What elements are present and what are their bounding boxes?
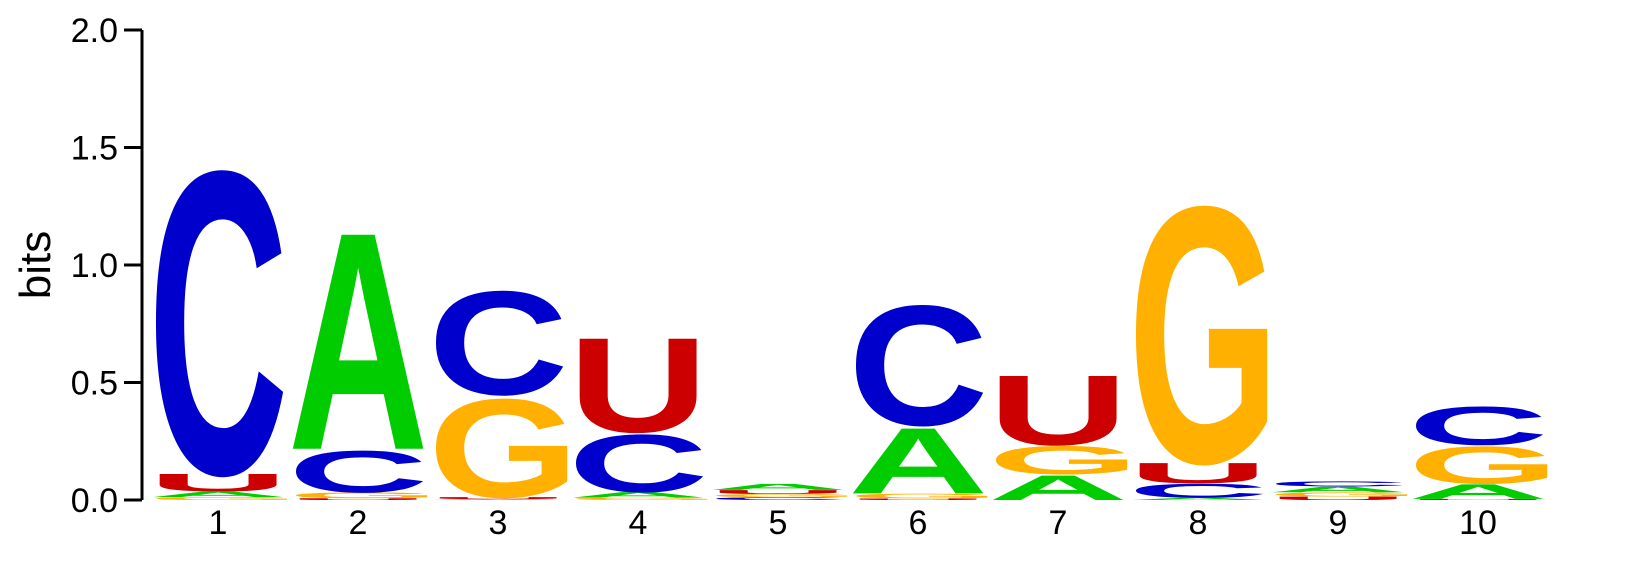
x-tick-label: 3 (489, 504, 508, 542)
y-tick-label: 0.5 (71, 365, 118, 403)
logo-letter-g: G (1128, 131, 1279, 541)
logo-letter-c: C (148, 82, 288, 565)
logo-column-7: AGU (988, 354, 1139, 507)
logo-letter-c: C (848, 270, 988, 462)
logo-letter-c: C (428, 260, 568, 426)
x-tick-label: 5 (769, 504, 788, 542)
logo-letter-a: A (708, 482, 848, 492)
y-axis-title: bits (11, 231, 60, 299)
x-tick-label: 10 (1459, 504, 1497, 542)
logo-letter-u: U (988, 354, 1128, 466)
y-tick-label: 1.0 (71, 247, 118, 285)
y-tick-label: 1.5 (71, 130, 118, 168)
x-tick-label: 7 (1049, 504, 1068, 542)
y-tick-label: 0.0 (71, 482, 118, 520)
x-tick-label: 4 (629, 504, 648, 542)
logo-letter-u: U (568, 309, 708, 461)
x-tick-label: 1 (209, 504, 228, 542)
logo-letter-a: A (288, 167, 428, 515)
x-tick-label: 2 (349, 504, 368, 542)
x-tick-label: 6 (909, 504, 928, 542)
x-tick-label: 8 (1189, 504, 1208, 542)
logo-letter-c: C (1408, 396, 1548, 457)
y-ticks: 0.0 0.5 1.0 1.5 2.0 (71, 12, 142, 520)
y-tick-label: 2.0 (71, 12, 118, 50)
x-tick-label: 9 (1329, 504, 1348, 542)
logo-letter-c: C (1268, 480, 1408, 488)
